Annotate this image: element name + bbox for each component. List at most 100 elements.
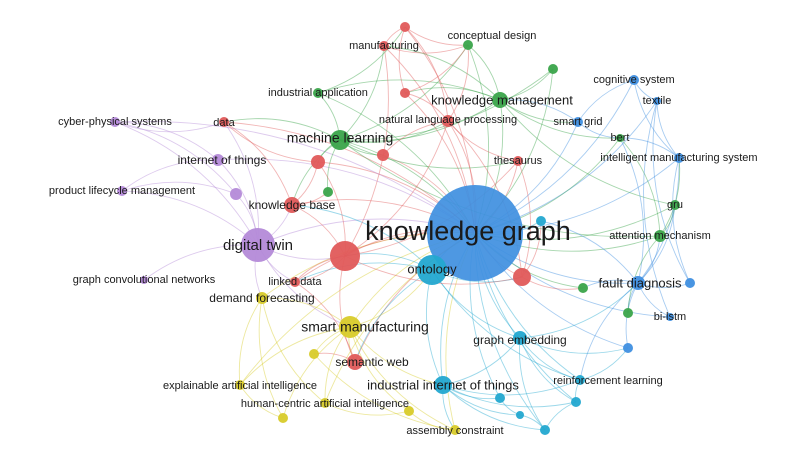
node-cyber-physical-systems[interactable] (110, 117, 120, 127)
node-c5[interactable] (516, 411, 524, 419)
edge-ml-kb (291, 139, 341, 206)
node-c2[interactable] (495, 393, 505, 403)
node-c1[interactable] (536, 216, 546, 226)
label-gru: gru (667, 199, 683, 211)
edge-cog-sg (577, 79, 635, 123)
node-g2[interactable] (548, 64, 558, 74)
edge-dt-data (223, 121, 259, 246)
node-r5[interactable] (400, 88, 410, 98)
node-g3[interactable] (578, 283, 588, 293)
edge-sm-y2 (282, 326, 351, 419)
edge-iiot-rl (442, 379, 581, 396)
label-knowledge-graph: knowledge graph (365, 216, 571, 246)
node-y1[interactable] (309, 349, 319, 359)
node-data[interactable] (219, 117, 229, 127)
edge-dt-cps (114, 121, 259, 246)
edge-kg-cps (114, 120, 476, 234)
node-b2[interactable] (685, 278, 695, 288)
edge-ml-nlp (339, 120, 449, 143)
node-r6[interactable] (400, 22, 410, 32)
edge-dt-plm (121, 190, 259, 246)
node-smart-grid[interactable] (573, 117, 583, 127)
node-r3[interactable] (311, 155, 325, 169)
edge-sw-ld (294, 281, 356, 363)
node-semantic-web[interactable] (347, 354, 363, 370)
node-fault-diagnosis[interactable] (631, 276, 645, 290)
node-explainable-artificial-intelligence[interactable] (235, 380, 245, 390)
node-demand-forecasting[interactable] (256, 292, 268, 304)
node-industrial-application[interactable] (313, 88, 323, 98)
label-graph-embedding: graph embedding (473, 333, 566, 347)
label-attention-mechanism: attention mechanism (609, 230, 711, 242)
node-attention-mechanism[interactable] (654, 230, 666, 242)
edge-ontology-ld (294, 262, 433, 283)
edge-ml-km (339, 99, 501, 142)
edge-iiot-c3 (442, 384, 546, 431)
edge-rl-b1 (579, 347, 629, 381)
node-c4[interactable] (571, 397, 581, 407)
node-smart-manufacturing[interactable] (339, 316, 361, 338)
node-b1[interactable] (623, 343, 633, 353)
edge-ims-b2 (672, 157, 691, 284)
label-demand-forecasting: demand forecasting (209, 291, 314, 305)
node-knowledge-graph[interactable] (427, 185, 523, 281)
node-y2[interactable] (278, 413, 288, 423)
node-y3[interactable] (404, 406, 414, 416)
node-r4[interactable] (377, 149, 389, 161)
label-conceptual-design: conceptual design (448, 30, 537, 42)
node-g4[interactable] (623, 308, 633, 318)
node-industrial-internet-of-things[interactable] (434, 376, 452, 394)
node-human-centric-artificial-intelligence[interactable] (320, 398, 330, 408)
edge-km-sg (499, 99, 579, 123)
node-knowledge-management[interactable] (492, 92, 508, 108)
label-digital-twin: digital twin (223, 237, 293, 254)
edge-r2-thes (517, 160, 531, 278)
node-assembly-constraint[interactable] (450, 425, 460, 435)
node-thesaurus[interactable] (513, 156, 523, 166)
edge-df-xai (238, 297, 263, 386)
node-intelligent-manufacturing-system[interactable] (674, 153, 684, 163)
node-cognitive-system[interactable] (629, 75, 639, 85)
node-graph-embedding[interactable] (513, 331, 527, 345)
edge-mfg-cd (383, 44, 469, 54)
node-internet-of-things[interactable] (212, 154, 224, 166)
edge-fd-c1 (540, 220, 639, 284)
node-ontology[interactable] (417, 255, 447, 285)
node-r2[interactable] (513, 268, 531, 286)
edge-r1-nlp (344, 120, 449, 257)
node-reinforcement-learning[interactable] (575, 375, 585, 385)
node-gru[interactable] (670, 200, 680, 210)
node-knowledge-base[interactable] (284, 197, 300, 213)
edge-ml-mfg (339, 45, 385, 141)
label-bi-lstm: bi-lstm (654, 311, 686, 323)
edge-sm-ac (349, 326, 456, 431)
node-r1[interactable] (330, 241, 360, 271)
edge-fd-bert (619, 137, 645, 284)
edge-p1-cps (114, 121, 237, 195)
node-linked-data[interactable] (290, 277, 300, 287)
node-digital-twin[interactable] (241, 228, 275, 262)
node-product-lifecycle-management[interactable] (117, 186, 127, 196)
node-conceptual-design[interactable] (463, 40, 473, 50)
label-smart-manufacturing: smart manufacturing (301, 319, 429, 335)
node-manufacturing[interactable] (379, 41, 389, 51)
node-bert[interactable] (616, 134, 624, 142)
node-natural-language-processing[interactable] (442, 115, 454, 127)
node-graph-convolutional-networks[interactable] (140, 276, 148, 284)
edge-nlp-r4 (382, 120, 449, 156)
node-textile[interactable] (653, 97, 661, 105)
node-g1[interactable] (323, 187, 333, 197)
edge-y1-ac (313, 353, 456, 431)
edge-data-r3 (223, 121, 319, 163)
label-graph-convolutional-networks: graph convolutional networks (73, 274, 216, 286)
node-bi-lstm[interactable] (666, 313, 674, 321)
node-c3[interactable] (540, 425, 550, 435)
edge-sm-y3 (349, 326, 410, 412)
edge-ge-c3 (519, 337, 546, 431)
edge-hcai-y3 (324, 402, 410, 416)
node-machine-learning[interactable] (330, 130, 350, 150)
edge-r1-sw (339, 255, 356, 363)
edge-ontology-rl (431, 269, 581, 381)
edge-r2-g3 (521, 276, 584, 290)
node-p1[interactable] (230, 188, 242, 200)
